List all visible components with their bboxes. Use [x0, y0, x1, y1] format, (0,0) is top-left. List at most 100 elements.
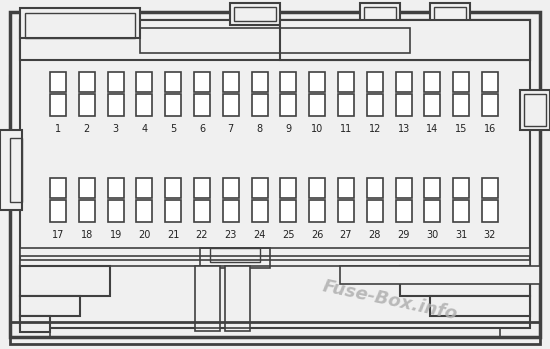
- Bar: [223, 178, 239, 198]
- Bar: [50, 200, 66, 222]
- Bar: [338, 94, 354, 116]
- Text: 25: 25: [282, 230, 295, 240]
- Bar: [165, 200, 181, 222]
- Bar: [251, 200, 268, 222]
- Bar: [79, 94, 95, 116]
- Text: 13: 13: [398, 124, 410, 134]
- Bar: [140, 28, 410, 53]
- Bar: [165, 178, 181, 198]
- Bar: [50, 328, 500, 338]
- Bar: [395, 200, 411, 222]
- Bar: [79, 200, 95, 222]
- Bar: [108, 72, 124, 92]
- Bar: [194, 200, 210, 222]
- Bar: [20, 20, 530, 60]
- Bar: [430, 296, 530, 316]
- Bar: [280, 178, 296, 198]
- Bar: [338, 72, 354, 92]
- Text: 15: 15: [455, 124, 468, 134]
- Bar: [108, 94, 124, 116]
- Bar: [108, 178, 124, 198]
- Bar: [338, 200, 354, 222]
- Text: 3: 3: [113, 124, 119, 134]
- Bar: [225, 266, 250, 331]
- Bar: [425, 94, 441, 116]
- Bar: [430, 3, 470, 25]
- Bar: [79, 72, 95, 92]
- Text: 27: 27: [340, 230, 352, 240]
- Bar: [453, 72, 469, 92]
- Text: 22: 22: [196, 230, 208, 240]
- Bar: [425, 72, 441, 92]
- Bar: [20, 248, 530, 256]
- Bar: [482, 200, 498, 222]
- Text: Fuse-Box.info: Fuse-Box.info: [321, 277, 459, 323]
- Bar: [79, 178, 95, 198]
- Bar: [367, 178, 383, 198]
- Bar: [223, 200, 239, 222]
- Bar: [194, 72, 210, 92]
- Bar: [482, 72, 498, 92]
- Text: 2: 2: [84, 124, 90, 134]
- Bar: [20, 266, 110, 296]
- Bar: [210, 248, 260, 262]
- Bar: [50, 94, 66, 116]
- Text: 9: 9: [285, 124, 292, 134]
- Text: 29: 29: [398, 230, 410, 240]
- Bar: [340, 266, 540, 284]
- Text: 7: 7: [228, 124, 234, 134]
- Bar: [453, 200, 469, 222]
- Bar: [338, 178, 354, 198]
- Text: 19: 19: [109, 230, 122, 240]
- Bar: [453, 94, 469, 116]
- Bar: [50, 178, 66, 198]
- Bar: [425, 200, 441, 222]
- Text: 10: 10: [311, 124, 323, 134]
- Bar: [194, 94, 210, 116]
- Text: 14: 14: [426, 124, 438, 134]
- Bar: [20, 316, 50, 332]
- Bar: [230, 3, 280, 25]
- Text: 12: 12: [368, 124, 381, 134]
- Bar: [223, 94, 239, 116]
- Bar: [200, 248, 270, 268]
- Bar: [20, 20, 530, 328]
- Bar: [165, 72, 181, 92]
- Bar: [280, 20, 530, 60]
- Bar: [395, 178, 411, 198]
- Bar: [234, 7, 276, 21]
- Bar: [309, 200, 325, 222]
- Text: 18: 18: [81, 230, 93, 240]
- Bar: [453, 178, 469, 198]
- Text: 1: 1: [55, 124, 61, 134]
- Bar: [425, 178, 441, 198]
- Bar: [165, 94, 181, 116]
- Bar: [524, 94, 546, 126]
- Bar: [0, 130, 22, 210]
- Bar: [309, 72, 325, 92]
- Bar: [223, 72, 239, 92]
- Bar: [482, 94, 498, 116]
- Text: 6: 6: [199, 124, 205, 134]
- Text: 24: 24: [254, 230, 266, 240]
- Text: 23: 23: [224, 230, 237, 240]
- Text: 5: 5: [170, 124, 177, 134]
- Text: 8: 8: [256, 124, 263, 134]
- Bar: [136, 200, 152, 222]
- Bar: [136, 72, 152, 92]
- Text: 20: 20: [138, 230, 151, 240]
- Text: 4: 4: [141, 124, 147, 134]
- Bar: [309, 94, 325, 116]
- Bar: [360, 3, 400, 25]
- Bar: [10, 138, 22, 202]
- Text: 26: 26: [311, 230, 323, 240]
- Text: 11: 11: [340, 124, 352, 134]
- Bar: [20, 260, 530, 266]
- Bar: [20, 296, 80, 316]
- Bar: [280, 200, 296, 222]
- Text: 21: 21: [167, 230, 179, 240]
- Bar: [364, 7, 396, 21]
- Bar: [395, 72, 411, 92]
- Bar: [367, 200, 383, 222]
- Bar: [50, 72, 66, 92]
